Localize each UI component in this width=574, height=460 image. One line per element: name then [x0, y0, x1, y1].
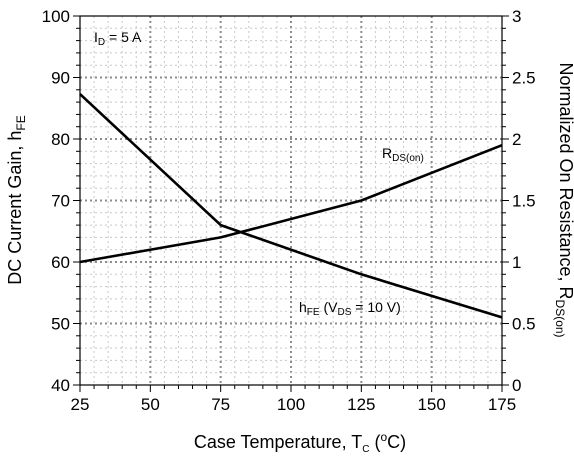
y-right-tick-label: 2 [512, 130, 521, 149]
grid [80, 16, 502, 385]
rds-series-label: RDS(on) [382, 145, 424, 164]
y-right-tick-label: 1 [512, 253, 521, 272]
y-left-tick-label: 50 [51, 315, 70, 334]
y-axis-right-label: Normalized On Resistance, RDS(on) [553, 62, 574, 337]
y-right-tick-label: 1.5 [512, 192, 536, 211]
y-axis-left-label: DC Current Gain, hFE [5, 115, 28, 284]
hfe-series-label: hFE (VDS = 10 V) [299, 299, 401, 318]
y-left-tick-label: 90 [51, 69, 70, 88]
y-left-tick-label: 60 [51, 253, 70, 272]
x-axis-label: Case Temperature, TC (oC) [194, 430, 406, 455]
y-left-tick-label: 80 [51, 130, 70, 149]
y-right-tick-label: 0.5 [512, 315, 536, 334]
series-line-hfe [79, 93, 503, 319]
x-tick-label: 150 [417, 395, 445, 414]
y-right-tick-label: 2.5 [512, 69, 536, 88]
y-left-tick-label: 70 [51, 192, 70, 211]
x-tick-label: 75 [211, 395, 230, 414]
x-tick-label: 100 [277, 395, 305, 414]
ticks [73, 15, 509, 392]
x-tick-label: 125 [347, 395, 375, 414]
tick-labels: 25 50 75 100 125 150 175 40 50 60 70 80 90 100 0 0.5 1 1.… [42, 7, 536, 414]
series-line-rds-on [79, 143, 503, 264]
x-tick-label: 175 [488, 395, 516, 414]
series-lines [79, 93, 503, 319]
x-tick-label: 25 [71, 395, 90, 414]
x-tick-label: 50 [141, 395, 160, 414]
condition-annotation: ID = 5 A [94, 29, 142, 48]
y-left-tick-label: 40 [51, 376, 70, 395]
y-right-tick-label: 3 [512, 7, 521, 26]
y-right-tick-label: 0 [512, 376, 521, 395]
y-left-tick-label: 100 [42, 7, 70, 26]
